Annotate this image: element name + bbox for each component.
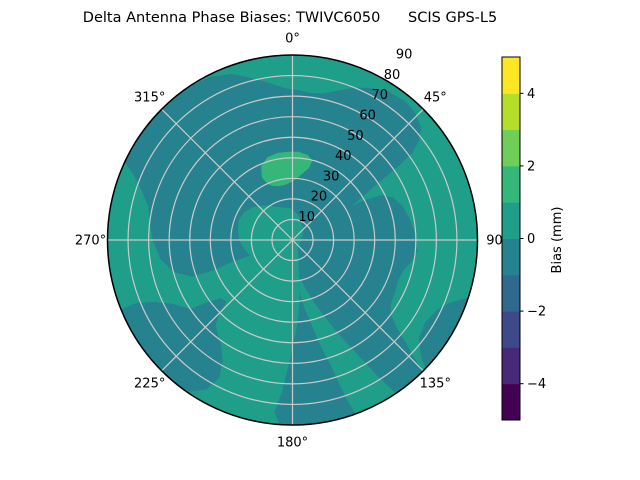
theta-tick-label-0: 0° [285,32,300,47]
colorbar-band-6 [502,165,520,203]
radial-tick-labels: 10 20 30 40 50 60 70 80 90 [298,48,412,225]
radial-tick-label-10: 10 [298,210,315,225]
theta-tick-label-90: 90 [486,234,503,249]
contour-region-southeast-rim-low-wedge [418,297,469,369]
colorbar-band-5 [502,202,520,239]
radial-tick-label-80: 80 [384,68,401,83]
colorbar-axis-label: Bias (mm) [550,207,565,274]
colorbar-tick-label-4: 4 [527,87,535,102]
contour-region-south-mid-channel [298,278,396,414]
theta-tick-label-180: 180° [277,436,308,451]
colorbar-band-3 [502,274,520,312]
theta-tick-label-315: 315° [134,91,165,106]
theta-tick-label-135: 135° [420,376,451,391]
colorbar-band-0 [502,383,520,421]
radial-tick-label-90: 90 [396,48,413,63]
polar-axes-outline [106,54,479,426]
colorbar-band-8 [502,93,520,131]
radial-tick-label-40: 40 [335,149,352,164]
colorbar: 4 2 0 −2 −4 Bias (mm) [501,56,565,421]
colorbar-band-1 [502,347,520,385]
colorbar-tick-label--2: −2 [527,305,546,320]
radial-tick-label-70: 70 [372,88,389,103]
theta-tick-label-225: 225° [134,376,165,391]
colorbar-tick-label-0: 0 [527,232,535,247]
colorbar-band-7 [502,129,520,167]
grid-spoke-135 [292,239,424,372]
radial-tick-label-50: 50 [347,129,364,144]
grid-spoke-315 [161,108,293,241]
colorbar-band-4 [502,238,520,276]
theta-tick-label-45: 45° [424,91,447,106]
radial-tick-label-20: 20 [311,190,328,205]
colorbar-tick-label-2: 2 [527,159,535,174]
colorbar-band-9 [502,57,520,94]
grid-spoke-225 [161,239,293,372]
theta-tick-label-270: 270° [75,234,106,249]
grid-spoke-45 [292,108,424,241]
colorbar-band-2 [502,311,520,348]
theta-tick-labels: 0° 45° 90 135° 180° 225° 270° 315° [75,32,503,451]
colorbar-tick-label--4: −4 [527,377,546,392]
radial-tick-label-30: 30 [323,169,340,184]
polar-grid [107,55,478,425]
radial-tick-label-60: 60 [359,109,376,124]
chart-title: Delta Antenna Phase Biases: TWIVC6050 SC… [82,10,498,26]
contour-region-center-right-south-low-band [274,195,424,425]
